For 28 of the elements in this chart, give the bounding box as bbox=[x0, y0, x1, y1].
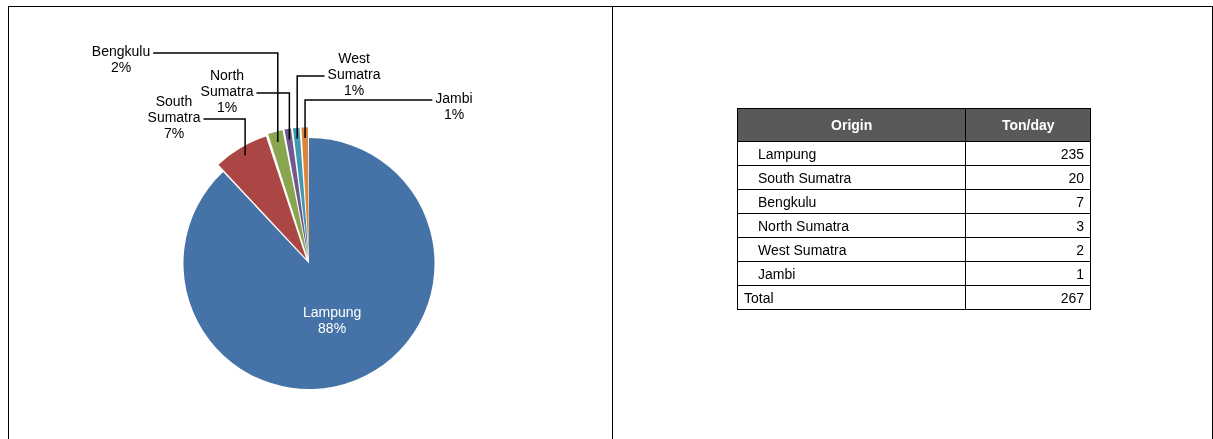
data-label: 2% bbox=[110, 58, 132, 75]
slice-label: North Sumatra bbox=[200, 66, 254, 99]
data-label: 1% bbox=[443, 105, 465, 122]
data-label: 7 bbox=[965, 189, 1091, 214]
data-label: 1% bbox=[343, 81, 365, 98]
data-label: 1 bbox=[965, 261, 1091, 286]
text: Origin bbox=[737, 108, 966, 142]
category-label: Jambi bbox=[737, 261, 966, 286]
slice-label: West Sumatra bbox=[327, 49, 381, 82]
text: 267 bbox=[1060, 289, 1084, 306]
text: Ton/day bbox=[965, 108, 1091, 142]
category-label: South Sumatra bbox=[737, 165, 966, 190]
slice-label: Lampung bbox=[302, 303, 362, 320]
slice-label: Jambi bbox=[435, 89, 473, 106]
category-label: West Sumatra bbox=[737, 237, 966, 262]
data-label: 3 bbox=[965, 213, 1091, 238]
slice-label: South Sumatra bbox=[147, 92, 201, 125]
data-label: 2 bbox=[965, 237, 1091, 262]
data-label: 1% bbox=[216, 98, 238, 115]
slice-label: Bengkulu bbox=[91, 42, 151, 59]
category-label: Lampung bbox=[737, 141, 966, 166]
category-label: Bengkulu bbox=[737, 189, 966, 214]
data-label: 20 bbox=[965, 165, 1091, 190]
text: Total bbox=[737, 285, 966, 310]
data-label: 235 bbox=[965, 141, 1091, 166]
data-label: 88% bbox=[318, 319, 347, 336]
category-label: North Sumatra bbox=[737, 213, 966, 238]
data-label: 7% bbox=[163, 124, 185, 141]
